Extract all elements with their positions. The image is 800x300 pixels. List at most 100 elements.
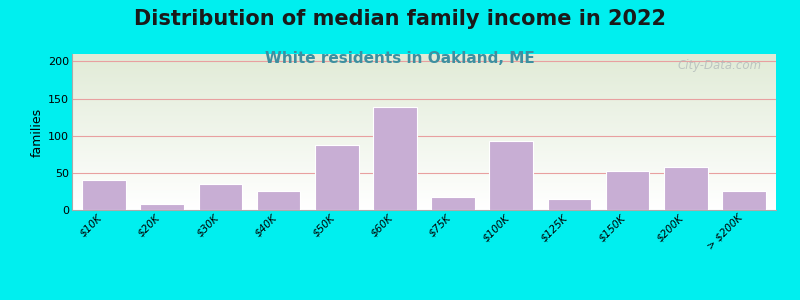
Bar bbox=[72, 54, 776, 55]
Bar bbox=[72, 62, 776, 63]
Bar bbox=[72, 198, 776, 199]
Bar bbox=[72, 63, 776, 64]
Bar bbox=[72, 147, 776, 148]
Bar bbox=[72, 122, 776, 123]
Bar bbox=[72, 201, 776, 202]
Bar bbox=[72, 85, 776, 86]
Bar bbox=[72, 119, 776, 120]
Bar bbox=[72, 163, 776, 164]
Bar bbox=[72, 151, 776, 152]
Bar bbox=[72, 188, 776, 189]
Bar bbox=[72, 208, 776, 209]
Bar bbox=[72, 175, 776, 176]
Bar bbox=[72, 93, 776, 94]
Bar bbox=[72, 71, 776, 72]
Bar bbox=[72, 148, 776, 149]
Bar bbox=[72, 109, 776, 110]
Bar bbox=[72, 199, 776, 200]
Bar bbox=[72, 152, 776, 153]
Bar bbox=[72, 79, 776, 80]
Bar bbox=[72, 58, 776, 59]
Bar bbox=[72, 98, 776, 99]
Bar bbox=[72, 169, 776, 170]
Y-axis label: families: families bbox=[31, 107, 44, 157]
Bar bbox=[72, 76, 776, 77]
Bar bbox=[72, 101, 776, 102]
Bar bbox=[72, 164, 776, 165]
Bar bbox=[72, 183, 776, 184]
Bar bbox=[72, 154, 776, 155]
Bar bbox=[72, 128, 776, 129]
Bar bbox=[72, 90, 776, 91]
Bar bbox=[72, 125, 776, 126]
Bar bbox=[72, 61, 776, 62]
Bar bbox=[72, 104, 776, 105]
Bar bbox=[72, 73, 776, 74]
Bar bbox=[72, 107, 776, 108]
Bar bbox=[72, 130, 776, 131]
Bar bbox=[72, 157, 776, 158]
Bar bbox=[72, 112, 776, 113]
Text: Distribution of median family income in 2022: Distribution of median family income in … bbox=[134, 9, 666, 29]
Text: City-Data.com: City-Data.com bbox=[678, 59, 762, 72]
Bar bbox=[72, 146, 776, 147]
Bar bbox=[72, 91, 776, 92]
Bar bbox=[72, 143, 776, 144]
Bar bbox=[490, 141, 533, 210]
Bar bbox=[72, 82, 776, 83]
Bar bbox=[72, 178, 776, 179]
Bar bbox=[72, 129, 776, 130]
Bar bbox=[72, 184, 776, 185]
Bar bbox=[72, 102, 776, 103]
Bar bbox=[72, 81, 776, 82]
Bar bbox=[72, 209, 776, 210]
Bar bbox=[72, 113, 776, 114]
Bar bbox=[72, 75, 776, 76]
Bar bbox=[72, 67, 776, 68]
Bar bbox=[72, 106, 776, 107]
Bar bbox=[72, 140, 776, 141]
Bar bbox=[72, 116, 776, 117]
Bar bbox=[72, 161, 776, 162]
Bar bbox=[72, 170, 776, 171]
Bar bbox=[606, 171, 650, 210]
Bar bbox=[72, 118, 776, 119]
Bar bbox=[72, 69, 776, 70]
Bar bbox=[72, 172, 776, 173]
Bar bbox=[198, 184, 242, 210]
Bar bbox=[72, 120, 776, 121]
Bar bbox=[72, 156, 776, 157]
Bar bbox=[72, 100, 776, 101]
Bar bbox=[72, 105, 776, 106]
Bar bbox=[72, 127, 776, 128]
Bar bbox=[548, 199, 591, 210]
Bar bbox=[72, 110, 776, 111]
Bar bbox=[72, 70, 776, 71]
Bar bbox=[72, 136, 776, 137]
Bar bbox=[72, 64, 776, 65]
Bar bbox=[72, 177, 776, 178]
Bar bbox=[72, 181, 776, 182]
Bar bbox=[72, 180, 776, 181]
Bar bbox=[72, 193, 776, 194]
Bar bbox=[72, 171, 776, 172]
Bar bbox=[72, 97, 776, 98]
Bar bbox=[72, 144, 776, 145]
Bar bbox=[72, 160, 776, 161]
Bar bbox=[72, 159, 776, 160]
Bar bbox=[72, 206, 776, 207]
Bar bbox=[72, 150, 776, 151]
Bar bbox=[72, 169, 776, 170]
Bar bbox=[72, 167, 776, 168]
Bar bbox=[72, 196, 776, 197]
Bar bbox=[72, 72, 776, 73]
Text: White residents in Oakland, ME: White residents in Oakland, ME bbox=[265, 51, 535, 66]
Bar bbox=[72, 182, 776, 183]
Bar bbox=[72, 66, 776, 67]
Bar bbox=[72, 203, 776, 204]
Bar bbox=[72, 145, 776, 146]
Bar bbox=[72, 155, 776, 156]
Bar bbox=[72, 205, 776, 206]
Bar bbox=[72, 166, 776, 167]
Bar bbox=[72, 124, 776, 125]
